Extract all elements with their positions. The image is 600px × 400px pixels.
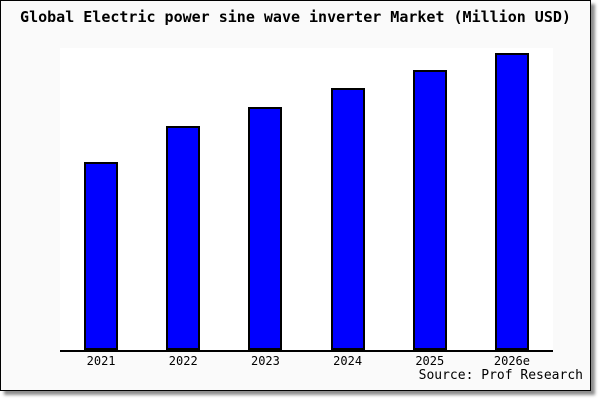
bar-cell-2021 <box>60 48 142 350</box>
bar-cell-2026e <box>471 48 553 350</box>
plot-area <box>60 48 553 352</box>
source-attribution: Source: Prof Research <box>418 368 583 383</box>
x-tick-label-2025: 2025 <box>415 354 445 368</box>
bar-cell-2024 <box>307 48 389 350</box>
bar-cell-2023 <box>224 48 306 350</box>
chart-card: Global Electric power sine wave inverter… <box>0 0 591 391</box>
bar-2026e <box>494 53 529 350</box>
x-tick-label-2023: 2023 <box>250 354 280 368</box>
chart-title: Global Electric power sine wave inverter… <box>20 8 571 26</box>
x-tick-label-2026e: 2026e <box>493 354 530 368</box>
bar-2024 <box>330 87 365 350</box>
bar-cell-2025 <box>389 48 471 350</box>
bar-2025 <box>412 69 447 350</box>
bar-2021 <box>84 162 119 350</box>
bars-row <box>60 48 553 350</box>
x-tick-label-2024: 2024 <box>333 354 363 368</box>
bar-cell-2022 <box>142 48 224 350</box>
bar-2022 <box>166 125 201 350</box>
x-axis-labels: 2021 2022 2023 2024 2025 2026e <box>60 354 553 368</box>
x-tick-label-2021: 2021 <box>86 354 116 368</box>
x-tick-label-2022: 2022 <box>168 354 198 368</box>
bar-2023 <box>248 106 283 350</box>
